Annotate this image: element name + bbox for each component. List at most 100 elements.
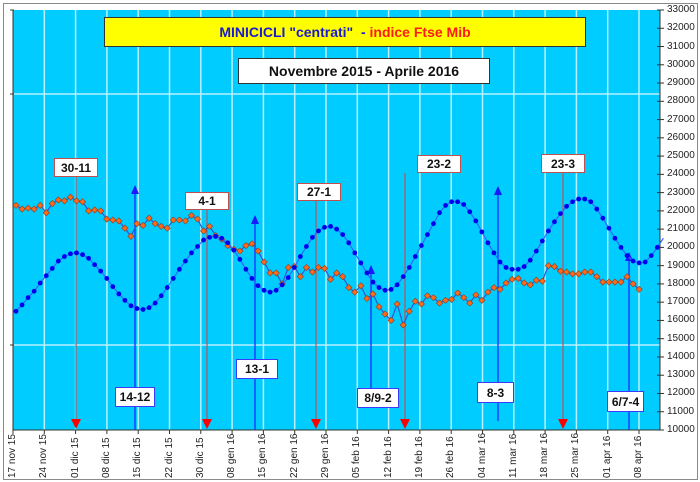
cycle-point xyxy=(376,285,382,290)
cycle-point xyxy=(370,279,376,285)
index-point xyxy=(18,205,26,213)
cycle-point xyxy=(618,244,624,250)
y-tick-label: 30000 xyxy=(667,58,695,70)
y-tick-label: 29000 xyxy=(667,77,695,89)
cycle-point xyxy=(491,250,497,256)
y-tick-label: 15000 xyxy=(667,332,695,344)
cycle-point xyxy=(176,266,182,272)
index-point xyxy=(526,281,534,289)
cycle-point xyxy=(43,273,49,279)
index-point xyxy=(103,215,111,223)
index-point xyxy=(187,211,195,219)
cycle-point xyxy=(310,234,315,240)
y-tick-label: 12000 xyxy=(667,387,695,399)
chart-subtitle: Novembre 2015 - Aprile 2016 xyxy=(238,58,490,84)
cycle-point xyxy=(98,268,104,274)
cycle-point xyxy=(92,262,98,268)
index-point xyxy=(544,262,552,270)
cycle-point xyxy=(521,264,527,269)
y-tick-label: 28000 xyxy=(667,95,695,107)
cycle-point xyxy=(455,199,461,205)
top-label: 23-2 xyxy=(417,155,461,173)
index-point xyxy=(266,269,274,277)
cycle-point xyxy=(86,255,91,261)
cycle-point xyxy=(558,211,563,217)
y-tick-label: 24000 xyxy=(667,168,695,180)
index-point xyxy=(121,224,129,232)
cycle-point xyxy=(146,305,152,311)
index-point xyxy=(242,242,250,250)
index-point xyxy=(66,193,74,201)
index-point xyxy=(24,204,32,212)
index-point xyxy=(321,264,329,272)
index-point xyxy=(617,278,625,286)
cycle-point xyxy=(533,248,539,254)
cycle-point xyxy=(527,257,533,263)
index-point xyxy=(91,206,99,214)
index-point xyxy=(163,224,171,232)
cycle-point xyxy=(600,215,606,221)
cycle-point xyxy=(140,307,146,312)
x-tick-label: 01 apr 16 xyxy=(601,435,613,478)
index-point xyxy=(369,290,377,298)
index-point xyxy=(490,284,498,292)
index-point xyxy=(478,296,486,304)
index-point xyxy=(387,316,395,324)
cycle-point xyxy=(316,228,321,234)
index-point xyxy=(175,216,183,224)
up-arrow-icon xyxy=(131,185,139,194)
cycle-point xyxy=(497,259,503,265)
index-point xyxy=(36,201,44,209)
index-point xyxy=(496,285,504,293)
x-tick-label: 15 gen 16 xyxy=(257,433,269,479)
cycle-point xyxy=(388,286,394,292)
cycle-point xyxy=(213,234,219,239)
index-point xyxy=(423,292,431,300)
cycle-point xyxy=(636,260,642,266)
y-tick-label: 14000 xyxy=(667,350,695,362)
y-tick-label: 26000 xyxy=(667,131,695,143)
cycle-point xyxy=(576,196,582,202)
cycle-point xyxy=(261,287,267,293)
index-point xyxy=(260,258,268,266)
cycle-point xyxy=(237,256,243,262)
index-point xyxy=(314,263,323,272)
x-tick-label: 11 mar 16 xyxy=(507,433,519,478)
cycle-point xyxy=(74,250,79,256)
index-point xyxy=(399,321,407,329)
index-point xyxy=(12,201,20,209)
bottom-label: 8/9-2 xyxy=(357,388,399,408)
cycle-point xyxy=(485,240,491,246)
cycle-point xyxy=(231,247,237,253)
bottom-label: 13-1 xyxy=(236,359,278,379)
cycle-point xyxy=(552,219,557,225)
top-label: 27-1 xyxy=(297,183,341,201)
index-point xyxy=(206,222,214,230)
index-point xyxy=(563,268,571,276)
index-point xyxy=(127,232,135,240)
index-point xyxy=(145,214,153,222)
index-point xyxy=(133,220,141,228)
down-arrow-icon xyxy=(400,419,410,429)
cycle-point xyxy=(62,254,67,259)
index-point xyxy=(448,295,456,303)
top-label: 23-3 xyxy=(541,154,585,173)
y-tick-label: 11000 xyxy=(667,405,695,417)
cycle-point xyxy=(152,300,158,306)
index-point xyxy=(254,247,262,255)
index-point xyxy=(308,268,316,276)
index-point xyxy=(550,263,558,271)
x-tick-label: 22 gen 16 xyxy=(288,433,300,479)
cycle-point xyxy=(170,276,176,281)
cycle-point xyxy=(19,302,25,308)
y-tick-label: 18000 xyxy=(667,277,695,289)
x-tick-label: 05 feb 16 xyxy=(351,436,363,478)
cycle-point xyxy=(104,276,110,281)
cycle-point xyxy=(195,244,200,249)
index-point xyxy=(514,274,522,282)
cycle-point xyxy=(55,258,61,264)
cycle-point xyxy=(116,291,122,297)
x-tick-label: 24 nov 15 xyxy=(38,434,50,478)
index-point xyxy=(97,207,105,215)
cycle-point xyxy=(588,199,594,205)
